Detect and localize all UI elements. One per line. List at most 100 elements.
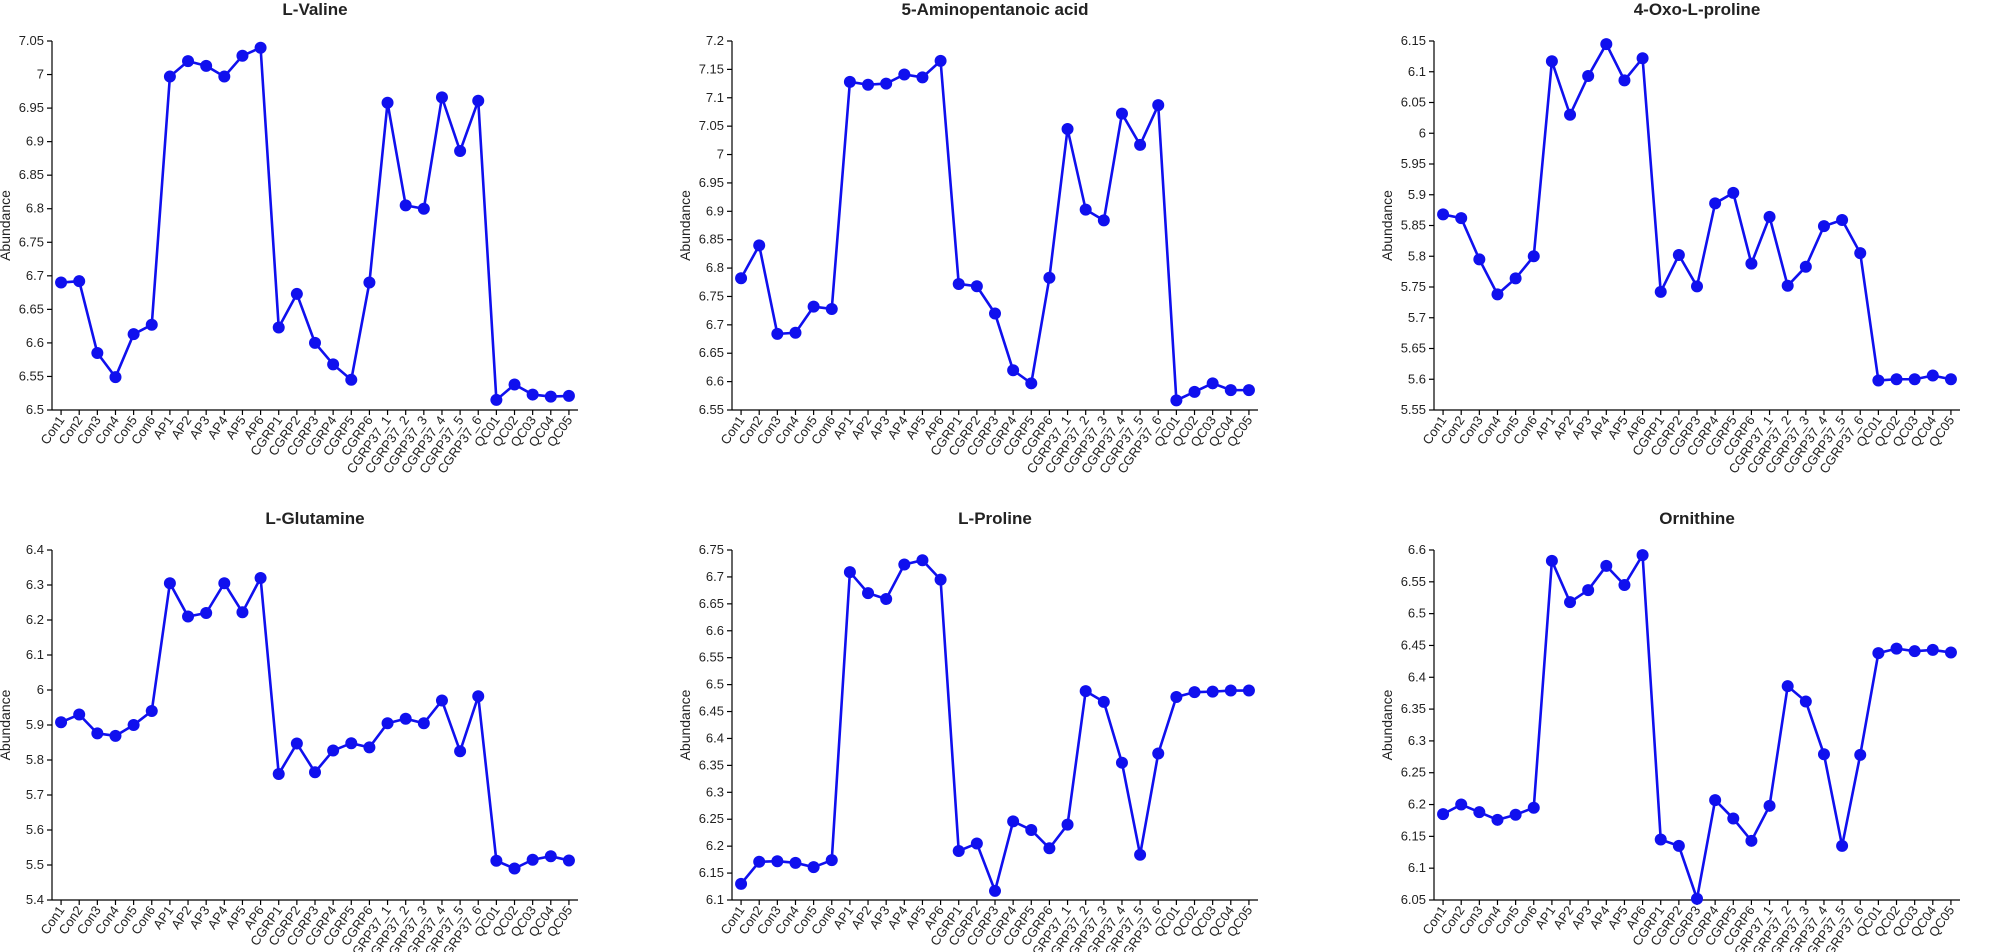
data-point	[1491, 813, 1504, 826]
data-point	[345, 373, 358, 386]
data-point	[127, 719, 140, 731]
data-point	[254, 41, 267, 54]
data-point	[55, 716, 68, 729]
y-tick-label: 6.9	[26, 134, 44, 149]
data-point	[1527, 801, 1540, 814]
y-tick-label: 6.3	[26, 577, 44, 592]
y-tick-label: 6.1	[1408, 860, 1426, 875]
data-point	[989, 884, 1001, 897]
data-point	[1455, 798, 1468, 811]
data-point	[1636, 549, 1649, 562]
y-tick-label: 6.05	[1401, 892, 1426, 907]
data-point	[1709, 197, 1722, 210]
data-point	[91, 727, 104, 740]
y-tick-label: 7.05	[19, 33, 44, 48]
data-point	[1043, 271, 1056, 284]
data-point	[399, 199, 412, 212]
data-point	[1709, 794, 1722, 807]
data-point	[381, 717, 394, 730]
data-point	[218, 70, 231, 83]
series-line	[1442, 550, 1952, 904]
y-tick-label: 6.5	[1408, 606, 1426, 621]
chart-panel: 5.55 5.6 5.65 5.7 5.75 5.8 5.85 5.9 5.95 6 6.05 6.1…	[1379, 0, 1960, 476]
data-point	[1817, 748, 1830, 761]
y-tick-label: 6.75	[19, 234, 44, 249]
data-point	[1672, 249, 1685, 262]
chart-title: L-Proline	[958, 509, 1032, 528]
data-point	[1152, 747, 1165, 760]
data-point	[417, 202, 430, 215]
data-point	[490, 393, 503, 406]
data-point	[327, 358, 340, 371]
data-point	[1618, 74, 1631, 87]
y-tick-label: 6.4	[1408, 669, 1426, 684]
y-tick-label: 5.85	[1401, 218, 1426, 233]
series-line	[740, 558, 1249, 896]
data-point	[381, 96, 394, 109]
data-point	[55, 276, 68, 289]
y-tick-label: 5.6	[26, 822, 44, 837]
data-point	[182, 610, 195, 623]
y-tick-label: 6.2	[706, 838, 724, 853]
y-tick-label: 5.75	[1401, 279, 1426, 294]
data-point	[1781, 680, 1794, 693]
y-tick-label: 7	[37, 67, 44, 82]
data-point	[934, 54, 947, 67]
chart-panel: 6.5 6.55 6.6 6.65 6.7 6.75 6.8 6.85 6.9 6.95 7 7.05…	[0, 0, 578, 476]
data-point	[345, 737, 358, 750]
y-tick-label: 6.9	[706, 203, 724, 218]
data-point	[236, 606, 249, 619]
data-point	[454, 745, 467, 758]
data-point	[1890, 373, 1903, 386]
chart-title: L-Valine	[282, 0, 347, 19]
y-tick-label: 6.35	[699, 757, 724, 772]
data-point	[934, 573, 947, 586]
data-point	[508, 862, 521, 875]
chart-panel: 6.55 6.6 6.65 6.7 6.75 6.8 6.85 6.9 6.95 7 7.05 7.1…	[677, 0, 1258, 476]
y-tick-label: 6.1	[706, 892, 724, 907]
chart-title: 5-Aminopentanoic acid	[901, 0, 1088, 19]
data-point	[309, 336, 321, 349]
y-tick-label: 6.7	[706, 569, 724, 584]
chart-panel: 6.1 6.15 6.2 6.25 6.3 6.35 6.4 6.45 6.5 6.55 6.6 6.…	[677, 509, 1258, 952]
data-point	[1872, 374, 1885, 387]
data-point	[862, 587, 875, 600]
y-tick-label: 6.45	[699, 704, 724, 719]
y-tick-label: 6.7	[26, 268, 44, 283]
y-tick-label: 5.7	[1408, 310, 1426, 325]
data-point	[1491, 288, 1504, 301]
y-tick-label: 6.2	[26, 612, 44, 627]
data-point	[508, 378, 521, 391]
y-tick-label: 6.75	[699, 288, 724, 303]
data-point	[1600, 38, 1613, 51]
y-axis-label: Abundance	[1379, 190, 1395, 261]
data-point	[417, 717, 430, 730]
data-point	[1509, 272, 1522, 285]
chart-title: L-Glutamine	[265, 509, 364, 528]
data-point	[1799, 695, 1812, 708]
y-tick-label: 6.95	[19, 100, 44, 115]
data-point	[1672, 839, 1685, 852]
series-line	[1442, 41, 1952, 382]
data-point	[1890, 642, 1903, 655]
y-tick-label: 6.4	[706, 730, 724, 745]
data-point	[1872, 647, 1885, 660]
data-point	[1908, 645, 1921, 658]
data-point	[735, 272, 748, 285]
y-axis-label: Abundance	[677, 689, 693, 760]
data-point	[435, 91, 448, 104]
y-tick-label: 6.65	[699, 345, 724, 360]
data-point	[1545, 55, 1558, 68]
data-point	[1600, 559, 1613, 572]
data-point	[73, 275, 86, 288]
y-tick-label: 6.15	[1401, 33, 1426, 48]
data-point	[1582, 70, 1595, 83]
data-point	[735, 877, 748, 890]
data-point	[807, 861, 820, 874]
data-point	[1007, 364, 1020, 377]
y-tick-label: 6.05	[1401, 95, 1426, 110]
y-tick-label: 5.5	[26, 857, 44, 872]
y-tick-label: 6.55	[1401, 574, 1426, 589]
data-point	[290, 287, 303, 300]
data-point	[970, 280, 983, 293]
